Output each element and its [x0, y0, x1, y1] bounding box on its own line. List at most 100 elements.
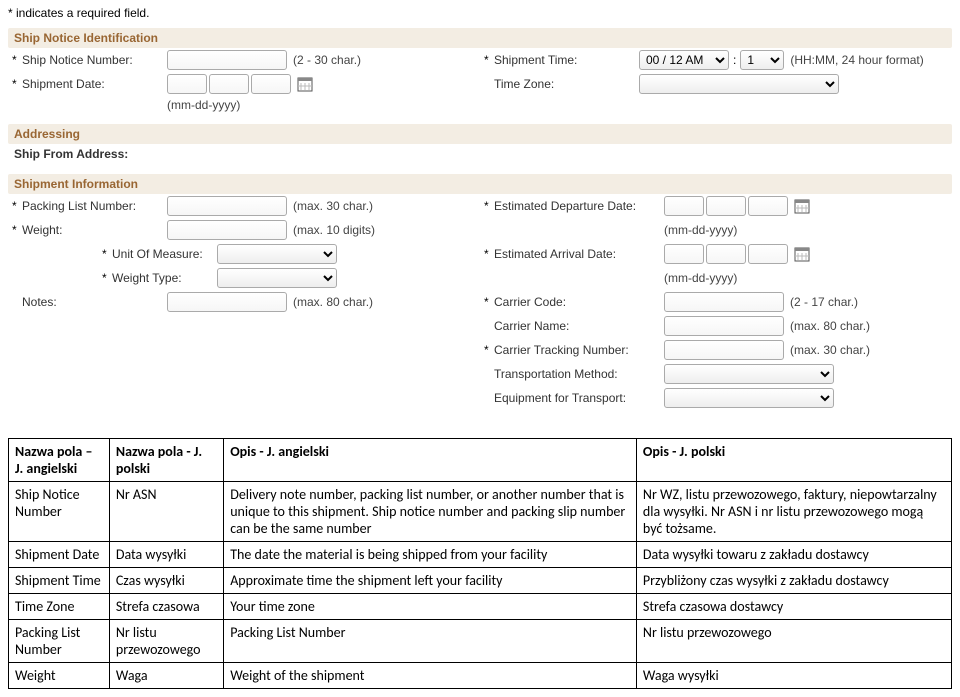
table-cell: Strefa czasowa dostawcy	[636, 594, 951, 620]
table-cell: Shipment Time	[9, 568, 110, 594]
table-cell: Data wysyłki	[109, 542, 223, 568]
weight-input[interactable]	[167, 220, 287, 240]
time-zone-select[interactable]	[639, 74, 839, 94]
section-shipment-info: Shipment Information	[8, 174, 952, 194]
table-cell: Nr ASN	[109, 482, 223, 542]
shipment-time-label: Shipment Time:	[494, 53, 639, 67]
carrier-name-hint: (max. 80 char.)	[790, 319, 870, 333]
shipment-date-dd[interactable]	[209, 74, 249, 94]
carrier-name-label: Carrier Name:	[494, 319, 664, 333]
table-cell: Shipment Date	[9, 542, 110, 568]
table-cell: Data wysyłki towaru z zakładu dostawcy	[636, 542, 951, 568]
est-arrival-yyyy[interactable]	[748, 244, 788, 264]
ship-notice-number-input[interactable]	[167, 50, 287, 70]
carrier-code-input[interactable]	[664, 292, 784, 312]
table-cell: Weight of the shipment	[224, 663, 637, 689]
est-arrival-hint: (mm-dd-yyyy)	[664, 271, 737, 285]
est-arrival-dd[interactable]	[706, 244, 746, 264]
packing-list-number-hint: (max. 30 char.)	[293, 199, 373, 213]
table-row: Time ZoneStrefa czasowaYour time zoneStr…	[9, 594, 952, 620]
table-cell: Ship Notice Number	[9, 482, 110, 542]
carrier-code-hint: (2 - 17 char.)	[790, 295, 858, 309]
weight-label: Weight:	[22, 223, 167, 237]
table-cell: Nr WZ, listu przewozowego, faktury, niep…	[636, 482, 951, 542]
table-cell: Waga wysyłki	[636, 663, 951, 689]
table-row: Ship Notice NumberNr ASNDelivery note nu…	[9, 482, 952, 542]
unit-of-measure-label: Unit Of Measure:	[112, 247, 217, 261]
shipment-date-mm[interactable]	[167, 74, 207, 94]
weight-type-select[interactable]	[217, 268, 337, 288]
table-cell: Przybliżony czas wysyłki z zakładu dosta…	[636, 568, 951, 594]
table-row: Shipment DateData wysyłkiThe date the ma…	[9, 542, 952, 568]
required-star: *	[102, 271, 112, 285]
required-star: *	[484, 199, 494, 213]
required-star: *	[484, 53, 494, 67]
weight-type-label: Weight Type:	[112, 271, 217, 285]
carrier-code-label: Carrier Code:	[494, 295, 664, 309]
carrier-name-input[interactable]	[664, 316, 784, 336]
equipment-label: Equipment for Transport:	[494, 391, 664, 405]
est-arrival-mm[interactable]	[664, 244, 704, 264]
calendar-icon[interactable]	[794, 246, 810, 262]
carrier-tracking-input[interactable]	[664, 340, 784, 360]
shipment-date-label: Shipment Date:	[22, 77, 167, 91]
table-cell: Approximate time the shipment left your …	[224, 568, 637, 594]
est-departure-yyyy[interactable]	[748, 196, 788, 216]
table-cell: Your time zone	[224, 594, 637, 620]
carrier-tracking-label: Carrier Tracking Number:	[494, 343, 664, 357]
table-cell: Nr listu przewozowego	[636, 620, 951, 663]
required-star: *	[12, 199, 22, 213]
equipment-select[interactable]	[664, 388, 834, 408]
shipment-time-hint: (HH:MM, 24 hour format)	[790, 53, 923, 67]
table-cell: Delivery note number, packing list numbe…	[224, 482, 637, 542]
carrier-tracking-hint: (max. 30 char.)	[790, 343, 870, 357]
ship-from-address-label: Ship From Address:	[8, 144, 952, 164]
required-star: *	[102, 247, 112, 261]
table-header: Opis - J. angielski	[224, 439, 637, 482]
transport-method-select[interactable]	[664, 364, 834, 384]
est-arrival-label: Estimated Arrival Date:	[494, 247, 664, 261]
required-star: *	[12, 53, 22, 67]
est-departure-hint: (mm-dd-yyyy)	[664, 223, 737, 237]
table-cell: Packing List Number	[224, 620, 637, 663]
table-cell: The date the material is being shipped f…	[224, 542, 637, 568]
shipment-time-minute-select[interactable]: 1	[740, 50, 784, 70]
table-cell: Packing List Number	[9, 620, 110, 663]
notes-label: Notes:	[22, 295, 167, 309]
section-addressing: Addressing	[8, 124, 952, 144]
table-cell: Czas wysyłki	[109, 568, 223, 594]
section-ship-notice-id: Ship Notice Identification	[8, 28, 952, 48]
ship-notice-number-hint: (2 - 30 char.)	[293, 53, 361, 67]
time-zone-label: Time Zone:	[494, 77, 639, 91]
dictionary-table: Nazwa pola – J. angielski Nazwa pola - J…	[8, 438, 952, 689]
shipment-date-hint: (mm-dd-yyyy)	[167, 98, 240, 112]
table-row: Shipment TimeCzas wysyłkiApproximate tim…	[9, 568, 952, 594]
table-row: Packing List NumberNr listu przewozowego…	[9, 620, 952, 663]
packing-list-number-input[interactable]	[167, 196, 287, 216]
calendar-icon[interactable]	[297, 76, 313, 92]
est-departure-label: Estimated Departure Date:	[494, 199, 664, 213]
table-header: Nazwa pola – J. angielski	[9, 439, 110, 482]
table-cell: Waga	[109, 663, 223, 689]
required-note: * indicates a required field.	[8, 4, 952, 22]
required-star: *	[12, 77, 22, 91]
calendar-icon[interactable]	[794, 198, 810, 214]
required-star: *	[484, 247, 494, 261]
notes-input[interactable]	[167, 292, 287, 312]
shipment-time-hour-select[interactable]: 00 / 12 AM	[639, 50, 729, 70]
table-header: Opis - J. polski	[636, 439, 951, 482]
est-departure-dd[interactable]	[706, 196, 746, 216]
table-cell: Weight	[9, 663, 110, 689]
table-cell: Strefa czasowa	[109, 594, 223, 620]
table-header-row: Nazwa pola – J. angielski Nazwa pola - J…	[9, 439, 952, 482]
required-star: *	[12, 223, 22, 237]
required-star: *	[484, 343, 494, 357]
required-star: *	[484, 295, 494, 309]
unit-of-measure-select[interactable]	[217, 244, 337, 264]
transport-method-label: Transportation Method:	[494, 367, 664, 381]
time-colon: :	[733, 53, 736, 67]
table-row: WeightWagaWeight of the shipmentWaga wys…	[9, 663, 952, 689]
est-departure-mm[interactable]	[664, 196, 704, 216]
notes-hint: (max. 80 char.)	[293, 295, 373, 309]
shipment-date-yyyy[interactable]	[251, 74, 291, 94]
